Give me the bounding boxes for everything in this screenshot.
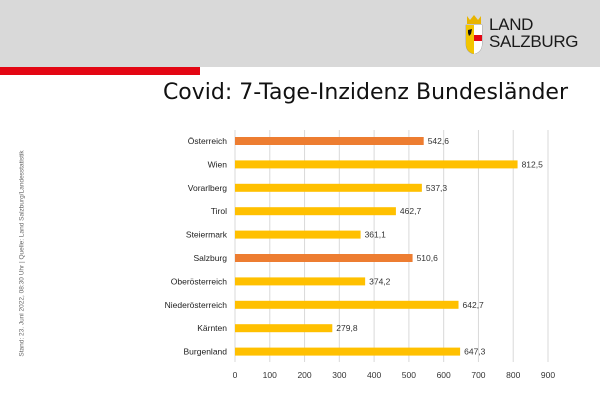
value-label: 647,3: [464, 347, 486, 357]
value-label: 361,1: [365, 230, 387, 240]
value-label: 510,6: [417, 253, 439, 263]
bar-vorarlberg: [235, 183, 422, 192]
category-label: Tirol: [211, 206, 227, 216]
bar-oesterreich: [235, 137, 424, 145]
bar-steiermark: [235, 230, 361, 239]
x-tick-labels: 0 100 200 300 400 500 600 700 800 900: [233, 370, 556, 380]
logo-line-2: SALZBURG: [489, 32, 579, 51]
value-label: 642,7: [463, 300, 485, 310]
coat-of-arms-icon: [465, 15, 483, 54]
category-label: Burgenland: [184, 347, 228, 357]
x-tick-label: 700: [471, 370, 485, 380]
category-label: Oberösterreich: [171, 276, 227, 286]
header-band: [0, 0, 600, 67]
bar-tirol: [235, 207, 396, 216]
value-label: 279,8: [336, 323, 358, 333]
x-tick-label: 300: [332, 370, 346, 380]
logo-line-1: LAND: [489, 15, 534, 34]
category-label: Kärnten: [197, 323, 227, 333]
bar-kaernten: [235, 324, 333, 333]
category-label: Salzburg: [193, 253, 227, 263]
x-tick-label: 600: [437, 370, 451, 380]
x-tick-label: 400: [367, 370, 381, 380]
x-tick-label: 800: [506, 370, 520, 380]
grid-lines: [234, 130, 549, 362]
x-tick-label: 900: [541, 370, 555, 380]
logo-text: LAND SALZBURG: [489, 15, 579, 51]
value-label: 537,3: [426, 183, 448, 193]
category-label: Wien: [208, 159, 228, 169]
bar-oberoesterreich: [235, 277, 366, 286]
category-labels: Österreich Wien Vorarlberg Tirol Steiermark S…: [165, 136, 228, 357]
bar-salzburg: [235, 254, 413, 262]
x-tick-label: 100: [263, 370, 277, 380]
x-tick-label: 0: [233, 370, 238, 380]
bar-niederoesterreich: [235, 300, 459, 309]
value-labels: 542,6 812,5 537,3 462,7 361,1 510,6 374,2 642,7…: [336, 136, 543, 357]
value-label: 374,2: [369, 276, 391, 286]
x-tick-label: 500: [402, 370, 416, 380]
x-tick-label: 200: [297, 370, 311, 380]
bar-burgenland: [235, 347, 461, 356]
bar-wien: [235, 160, 518, 169]
value-label: 542,6: [428, 136, 450, 146]
category-label: Österreich: [188, 136, 227, 146]
category-label: Niederösterreich: [165, 300, 228, 310]
value-label: 812,5: [522, 159, 544, 169]
accent-bar: [0, 67, 200, 75]
category-label: Vorarlberg: [188, 183, 227, 193]
category-label: Steiermark: [186, 230, 228, 240]
value-label: 462,7: [400, 206, 422, 216]
chart-title: Covid: 7-Tage-Inzidenz Bundesländer: [162, 80, 568, 105]
bars: [235, 137, 518, 356]
